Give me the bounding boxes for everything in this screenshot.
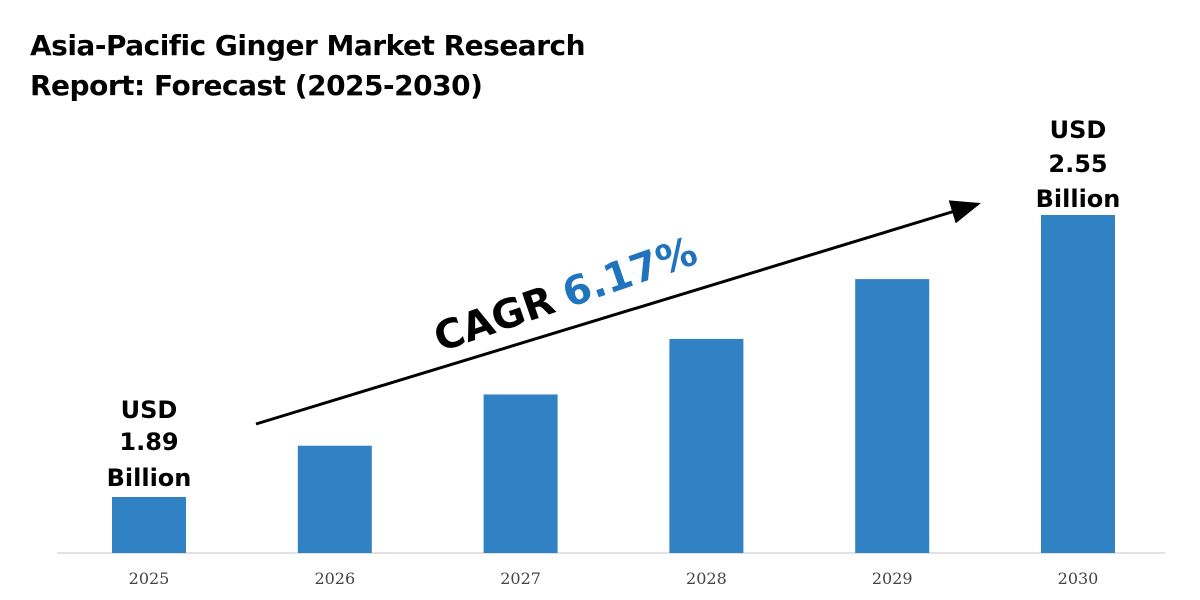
title-line-2: Report: Forecast (2025-2030): [30, 69, 483, 102]
cagr-annotation: CAGR6.17%: [428, 229, 703, 362]
x-tick-label: 2026: [314, 569, 355, 588]
last-value-label: USD 2.55 Billion: [1036, 116, 1121, 213]
first-label-line: Billion: [107, 464, 192, 492]
x-tick-label: 2027: [500, 569, 541, 588]
x-tick-label: 2025: [129, 569, 170, 588]
bar-2026: [297, 445, 372, 553]
bar-2027: [483, 394, 558, 553]
chart-title: Asia-Pacific Ginger Market Research Repo…: [30, 26, 586, 106]
cagr-label: CAGR: [428, 278, 560, 362]
x-tick-label: 2030: [1058, 569, 1099, 588]
last-label-line: 2.55: [1048, 150, 1107, 178]
first-value-label: USD 1.89 Billion: [107, 396, 192, 492]
bar-2030: [1041, 215, 1115, 553]
cagr-value: 6.17%: [557, 229, 703, 318]
bar-2029: [855, 279, 930, 553]
bar-2025: [112, 497, 186, 553]
last-label-line: USD: [1050, 116, 1107, 144]
bar-2028: [669, 338, 744, 553]
last-label-line: Billion: [1036, 185, 1121, 213]
growth-arrow: [255, 200, 981, 426]
x-tick-label: 2029: [872, 569, 913, 588]
first-label-line: USD: [121, 396, 178, 424]
title-line-1: Asia-Pacific Ginger Market Research: [30, 29, 586, 62]
x-tick-label: 2028: [686, 569, 727, 588]
first-label-line: 1.89: [119, 428, 178, 456]
